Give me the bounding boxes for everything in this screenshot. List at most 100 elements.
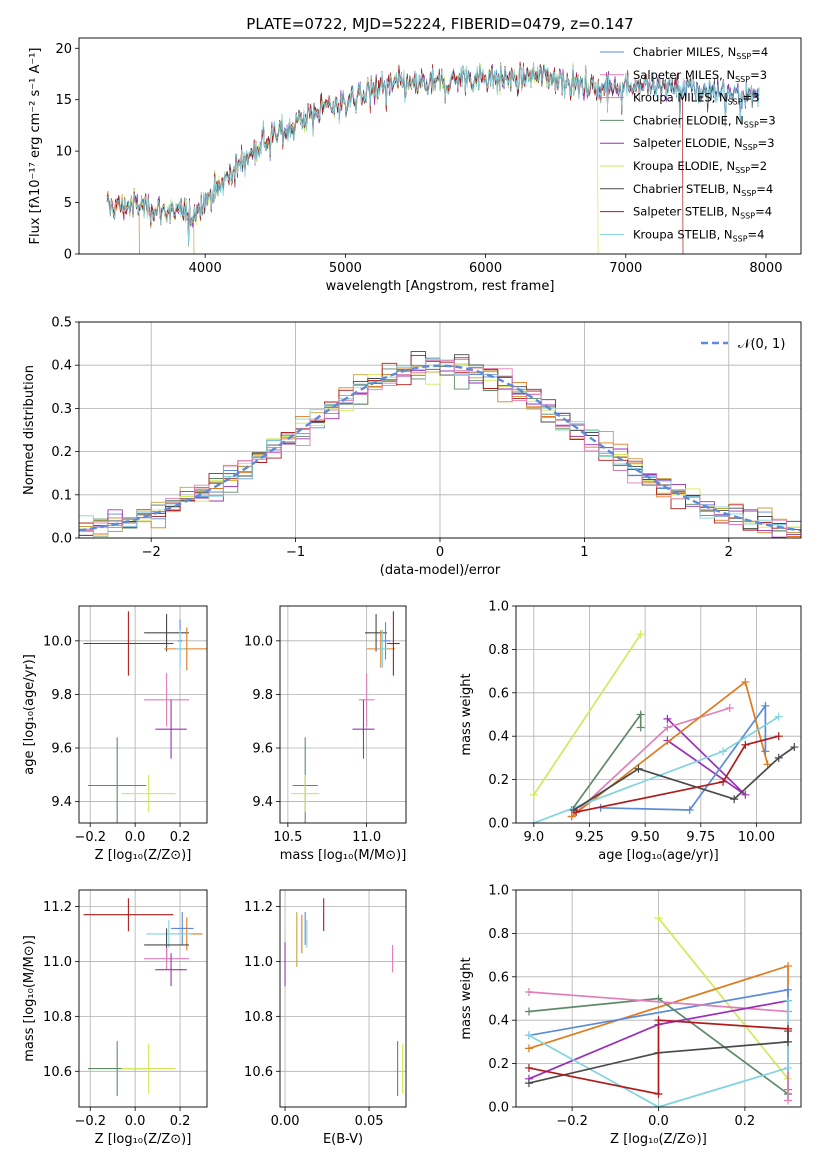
mass_vs_Z-ytick-label-1: 10.8 bbox=[43, 1010, 72, 1025]
age_vs_mass-point-0 bbox=[365, 614, 388, 652]
mass_vs_ebv-chart: 0.00 0.05 10.6 10.8 11.0 11.2 E(B-V) bbox=[244, 889, 407, 1147]
spectrum-legend-name-4: Salpeter ELODIE, N bbox=[633, 136, 743, 150]
age_vs_Z-point-7 bbox=[87, 737, 147, 823]
age_vs_mass-point-8 bbox=[291, 774, 320, 813]
weight_vs_age-series-line-8 bbox=[575, 735, 779, 813]
weight_vs_Z-marker-1-1 bbox=[784, 961, 793, 970]
weight_vs_age-marker-7-2 bbox=[730, 795, 739, 804]
age_vs_Z-point-2 bbox=[164, 627, 207, 671]
mass_vs_ebv-ytick-label-0: 10.6 bbox=[244, 1065, 273, 1080]
spectrum-legend-sub-0: SSP bbox=[736, 52, 751, 61]
weight_vs_Z-marker-8-0 bbox=[524, 1063, 533, 1072]
weight_vs_Z-xtick-label-1: 0.0 bbox=[648, 1114, 669, 1129]
age_vs_mass-xlabel: mass [log₁₀(M/M⊙)] bbox=[280, 848, 407, 863]
spectrum-legend-label-8: Kroupa STELIB, NSSP=4 bbox=[633, 227, 764, 243]
spectrum-legend-label-4: Salpeter ELODIE, NSSP=3 bbox=[633, 136, 775, 152]
weight_vs_Z-series-line-7 bbox=[528, 1031, 789, 1084]
age_vs_mass-ytick-label-1: 9.6 bbox=[252, 741, 273, 756]
weight_vs_age-marker-4-1 bbox=[741, 677, 750, 686]
age_vs_mass-xtick-label-0: 10.5 bbox=[273, 830, 302, 845]
weight_vs_Z-marker-3-0 bbox=[524, 1007, 533, 1016]
mass_vs_Z-frame bbox=[78, 889, 208, 1108]
weight_vs_Z-ytick-label-3: 0.6 bbox=[488, 970, 509, 985]
weight_vs_age-marker-7-3 bbox=[774, 753, 783, 762]
spectrum-legend-sub-6: SSP bbox=[741, 189, 756, 198]
mass_vs_Z-point-8 bbox=[121, 1043, 176, 1094]
spectrum-xtick-label-4: 8000 bbox=[749, 261, 782, 276]
weight_vs_age-marker-8-3 bbox=[774, 732, 783, 741]
mass_vs_Z-xlabel: Z [log₁₀(Z/Z⊙)] bbox=[95, 1132, 192, 1147]
spectrum-legend-label-0: Chabrier MILES, NSSP=4 bbox=[633, 45, 768, 61]
weight_vs_age-xtick-label-0: 9.0 bbox=[523, 830, 544, 845]
weight_vs_Z-ytick-label-0: 0.0 bbox=[488, 1101, 509, 1116]
age_vs_mass-chart: 10.5 11.0 9.4 9.6 9.8 10.0 mass [log₁₀(M/M⊙)] bbox=[244, 605, 407, 863]
age_vs_mass-ytick-label-0: 9.4 bbox=[252, 795, 273, 810]
spectrum-ytick-label-2: 10 bbox=[55, 145, 72, 160]
weight_vs_Z-marker-8-2 bbox=[654, 1016, 663, 1025]
mass_vs_Z-point-5 bbox=[144, 947, 190, 970]
weight_vs_Z-marker-0-0 bbox=[654, 914, 663, 923]
weight_vs_age-ylabel: mass weight bbox=[459, 673, 474, 755]
mass_vs_ebv-ytick-label-1: 10.8 bbox=[244, 1010, 273, 1025]
spectrum-chart: 4000 5000 6000 7000 8000 0 5 10 15 20 wavelength [… bbox=[28, 15, 802, 294]
spectrum-legend-tail-7: =4 bbox=[755, 205, 772, 219]
mass_vs_Z-points bbox=[83, 898, 203, 1097]
age_vs_Z-xtick-label-2: 0.2 bbox=[170, 830, 191, 845]
weight_vs_age-xtick-label-2: 9.50 bbox=[631, 830, 660, 845]
mass_vs_ebv-xlabel: E(B-V) bbox=[323, 1132, 363, 1147]
weight_vs_Z-ytick-label-5: 1.0 bbox=[488, 884, 509, 899]
mass_vs_Z-xtick-label-2: 0.2 bbox=[170, 1114, 191, 1129]
age_vs_Z-ytick-label-3: 10.0 bbox=[43, 634, 72, 649]
weight_vs_age-marker-8-2 bbox=[741, 740, 750, 749]
spectrum-legend-tail-6: =4 bbox=[756, 182, 773, 196]
weight_vs_age-marker-2-0 bbox=[663, 714, 672, 723]
age_vs_Z-grid bbox=[79, 606, 207, 823]
age_vs_Z-point-5 bbox=[144, 672, 190, 727]
residuals-ytick-label-5: 0.5 bbox=[51, 316, 72, 331]
weight_vs_age-marker-0-1 bbox=[636, 630, 645, 639]
spectrum-legend-name-0: Chabrier MILES, N bbox=[633, 45, 736, 59]
residuals-normal-curve bbox=[79, 364, 801, 532]
mass_vs_Z-xtick-label-0: −0.2 bbox=[74, 1114, 106, 1129]
spectrum-legend-label-6: Chabrier STELIB, NSSP=4 bbox=[633, 182, 773, 198]
spectrum-legend-label-7: Salpeter STELIB, NSSP=4 bbox=[633, 205, 772, 221]
mass_vs_Z-point-6 bbox=[155, 953, 187, 987]
spectrum-series bbox=[106, 61, 760, 254]
mass_vs_ebv-xtick-label-1: 0.05 bbox=[355, 1114, 384, 1129]
mass_vs_Z-point-3 bbox=[146, 920, 192, 948]
spectrum-legend-tail-3: =3 bbox=[759, 113, 776, 127]
weight_vs_Z-frame bbox=[515, 889, 802, 1108]
residuals-xtick-label-3: 1 bbox=[580, 545, 588, 560]
residuals-ytick-label-4: 0.4 bbox=[51, 359, 72, 374]
weight_vs_age-marker-8-0 bbox=[572, 808, 581, 817]
residuals-legend: 𝒩(0, 1) bbox=[701, 337, 785, 352]
age_vs_mass-point-3 bbox=[387, 611, 400, 676]
age_vs_Z-ylabel: age [log₁₀(age/yr)] bbox=[22, 654, 37, 775]
residuals-xtick-label-1: −1 bbox=[286, 545, 305, 560]
age_vs_Z-frame bbox=[78, 605, 208, 824]
weight_vs_Z-xlabel: Z [log₁₀(Z/Z⊙)] bbox=[610, 1132, 707, 1147]
weight_vs_age-marker-7-4 bbox=[790, 743, 799, 752]
spectrum-legend-sub-1: SSP bbox=[735, 75, 750, 84]
mass_vs_Z-point-1 bbox=[171, 911, 194, 945]
weight_vs_Z-marker-7-0 bbox=[524, 1079, 533, 1088]
age_vs_Z-points bbox=[83, 611, 207, 823]
weight_vs_age-marker-4-0 bbox=[567, 812, 576, 821]
age_vs_Z-point-4 bbox=[175, 630, 185, 668]
weight_vs_age-series-line-6 bbox=[533, 715, 780, 823]
spectrum-xtick-label-0: 4000 bbox=[189, 261, 222, 276]
residuals-series bbox=[79, 351, 801, 538]
spectrum-legend-name-2: Kroupa MILES, N bbox=[633, 91, 728, 105]
age_vs_mass-grid bbox=[280, 606, 406, 823]
spectrum-legend-label-3: Chabrier ELODIE, NSSP=3 bbox=[633, 113, 776, 129]
mass_vs_Z-ylabel: mass [log₁₀(M/M⊙)] bbox=[22, 935, 37, 1062]
spectrum-ylabel: Flux [fλ10⁻¹⁷ erg cm⁻² s⁻¹ A⁻¹] bbox=[28, 48, 43, 245]
weight_vs_age-marker-6-2 bbox=[774, 712, 783, 721]
weight_vs_Z-series bbox=[524, 914, 793, 1107]
age_vs_mass-frame bbox=[279, 605, 407, 824]
spectrum-legend-tail-1: =3 bbox=[750, 68, 767, 82]
weight_vs_age-marker-3-2 bbox=[725, 703, 734, 712]
weight_vs_Z-marker-6-0 bbox=[524, 1031, 533, 1040]
weight_vs_age-series-line-0 bbox=[533, 633, 642, 796]
